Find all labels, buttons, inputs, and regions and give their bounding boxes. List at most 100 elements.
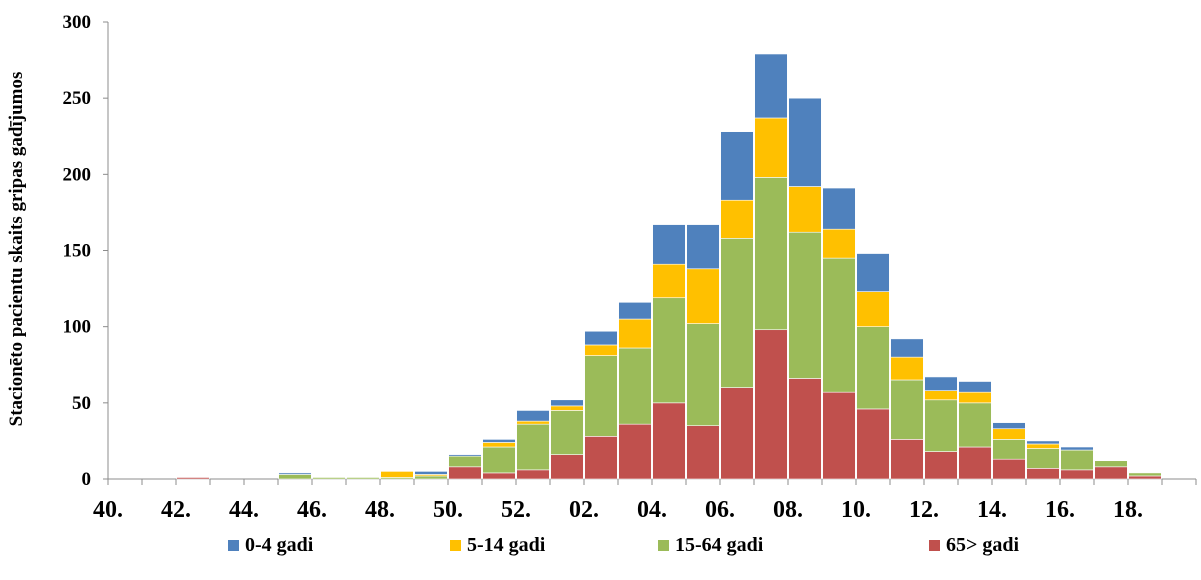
bar-segment-15-64-gadi-45 [278,474,312,480]
legend-swatch [228,539,239,551]
bar-segment-15-64-gadi-49 [414,475,448,480]
x-tick-label: 46. [297,497,327,523]
bar-segment-65-gadi-09 [822,391,856,480]
x-tick-label: 12. [909,497,939,523]
bar-segment-5-14-gadi-15 [1026,443,1060,449]
bars [176,53,1162,480]
bar-segment-5-14-gadi-14 [992,428,1026,440]
bar-segment-65-gadi-06 [720,387,754,480]
bar-segment-65-gadi-07 [754,329,788,480]
bar-segment-15-64-gadi-52 [516,423,550,471]
legend-label: 5-14 gadi [467,533,546,556]
x-tick-label: 06. [705,497,735,523]
bar-segment-0-4-gadi-49 [414,471,448,475]
bar-segment-15-64-gadi-18 [1128,472,1162,477]
x-tick-label: 14. [977,497,1007,523]
bar-segment-15-64-gadi-13 [958,402,992,448]
y-tick-label: 250 [63,88,92,109]
bar-segment-15-64-gadi-15 [1026,448,1060,469]
bar-segment-5-14-gadi-51 [482,442,516,448]
bar-segment-0-4-gadi-07 [754,53,788,119]
bar-segment-5-14-gadi-13 [958,391,992,404]
bar-segment-65-gadi-52 [516,469,550,480]
bar-segment-0-4-gadi-45 [278,472,312,475]
bar-segment-15-64-gadi-16 [1060,449,1094,471]
bar-segment-65-gadi-18 [1128,475,1162,480]
bar-segment-5-14-gadi-02 [584,344,618,356]
bar-segment-0-4-gadi-05 [686,224,720,270]
bar-segment-5-14-gadi-12 [924,390,958,401]
bar-segment-0-4-gadi-51 [482,439,516,443]
bar-segment-0-4-gadi-13 [958,381,992,393]
legend-swatch [450,539,461,551]
legend-label: 0-4 gadi [245,533,314,556]
bar-segment-15-64-gadi-47 [346,477,380,480]
bar-segment-0-4-gadi-01 [550,399,584,407]
legend-label: 15-64 gadi [675,533,764,556]
bar-segment-65-gadi-13 [958,446,992,480]
bar-segment-5-14-gadi-11 [890,356,924,381]
bar-segment-65-gadi-01 [550,454,584,480]
bar-segment-15-64-gadi-03 [618,347,652,425]
bar-segment-65-gadi-08 [788,378,822,480]
legend-item: 65> gadi [929,527,1019,563]
bar-segment-5-14-gadi-09 [822,228,856,259]
bar-segment-15-64-gadi-04 [652,297,686,404]
bar-segment-0-4-gadi-52 [516,410,550,422]
bar-segment-15-64-gadi-09 [822,257,856,393]
y-tick-label: 200 [63,164,92,185]
ticks: 0 50 100 150 200 250 300 40. 42. 44. 46. 48. 50. 52. 0… [63,12,1197,523]
axes [107,22,1196,480]
bar-segment-5-14-gadi-04 [652,263,686,299]
bar-segment-65-gadi-12 [924,451,958,480]
bar-segment-65-gadi-14 [992,458,1026,480]
bar-segment-0-4-gadi-10 [856,253,890,292]
y-tick-label: 50 [72,393,91,414]
bar-segment-15-64-gadi-02 [584,355,618,437]
bar-segment-65-gadi-42 [176,477,210,480]
bar-segment-15-64-gadi-10 [856,326,890,410]
bar-segment-0-4-gadi-11 [890,338,924,358]
legend: 0-4 gadi 5-14 gadi 15-64 gadi 65> gadi [0,527,1201,567]
bar-segment-65-gadi-17 [1094,466,1128,480]
bar-segment-15-64-gadi-05 [686,323,720,426]
x-tick-label: 10. [841,497,871,523]
bar-segment-0-4-gadi-12 [924,376,958,391]
bar-segment-15-64-gadi-07 [754,177,788,331]
bar-segment-0-4-gadi-15 [1026,440,1060,445]
bar-segment-0-4-gadi-02 [584,330,618,346]
bar-segment-65-gadi-51 [482,472,516,480]
x-tick-label: 50. [433,497,463,523]
x-tick-label: 04. [637,497,667,523]
bar-segment-5-14-gadi-07 [754,117,788,178]
bar-segment-65-gadi-10 [856,408,890,480]
bar-segment-15-64-gadi-50 [448,455,482,468]
y-tick-label: 100 [63,317,92,338]
x-tick-label: 44. [229,497,259,523]
bar-segment-5-14-gadi-05 [686,268,720,324]
bar-segment-5-14-gadi-06 [720,199,754,239]
bar-segment-65-gadi-16 [1060,469,1094,480]
x-tick-label: 42. [161,497,191,523]
bar-segment-65-gadi-50 [448,466,482,480]
bar-segment-15-64-gadi-01 [550,410,584,455]
x-tick-label: 40. [93,497,123,523]
bar-segment-65-gadi-02 [584,436,618,480]
stacked-bar-chart: 0 50 100 150 200 250 300 40. 42. 44. 46. 48. 50. 52. 0… [6,12,1197,523]
bar-segment-65-gadi-15 [1026,468,1060,480]
bar-segment-5-14-gadi-01 [550,405,584,411]
bar-segment-15-64-gadi-06 [720,238,754,388]
bar-segment-15-64-gadi-51 [482,446,516,474]
bar-segment-15-64-gadi-11 [890,379,924,440]
bar-segment-15-64-gadi-12 [924,399,958,452]
bar-segment-0-4-gadi-14 [992,422,1026,430]
legend-item: 0-4 gadi [228,527,313,563]
bar-segment-65-gadi-05 [686,425,720,480]
x-tick-label: 08. [773,497,803,523]
bar-segment-5-14-gadi-48 [380,471,414,478]
bar-segment-5-14-gadi-52 [516,420,550,425]
bar-segment-0-4-gadi-16 [1060,446,1094,451]
x-tick-label: 16. [1045,497,1075,523]
x-tick-label: 48. [365,497,395,523]
bar-segment-0-4-gadi-06 [720,131,754,201]
